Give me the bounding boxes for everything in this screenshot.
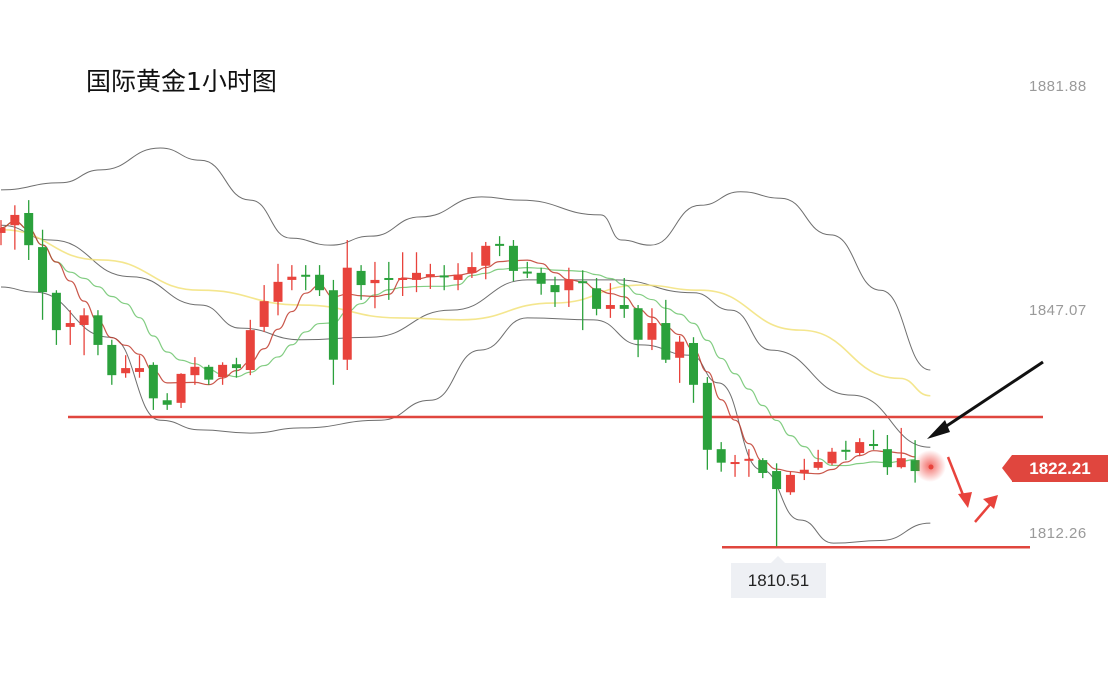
candle-body [661,323,671,360]
candle-body [522,271,532,274]
red-down-arrowhead-icon [958,492,972,508]
candle-body [550,285,560,293]
candle-body [342,267,352,360]
candle-body [10,214,20,226]
candle-body [425,274,435,277]
candle-body [79,315,89,325]
candle-body [218,364,228,378]
y-tick-label: 1881.88 [1029,78,1087,95]
candle-body [453,274,463,280]
candle-body [467,267,477,273]
candle-body [107,344,117,376]
candle-body [384,277,394,280]
candle-body [190,366,200,376]
candle-body [121,368,131,374]
candle-body [65,323,75,327]
candle-body [135,368,144,372]
candle-body [162,400,172,405]
candle-body [273,281,283,302]
candle-body [439,275,449,278]
candle-body [328,290,338,360]
current-price-tag: 1822.21 [1002,455,1108,482]
candle-body [633,308,643,340]
low-price-label: 1810.51 [731,556,826,598]
candle-body [578,281,588,284]
candle-body [148,364,158,399]
candle-body [356,270,366,286]
candle-body [398,277,408,280]
candle-body [0,227,6,233]
candle-body [287,276,297,280]
black-arrow-icon [935,360,1044,435]
candle-body [24,212,34,246]
candle-body [647,323,657,340]
bollinger-lower-line [0,286,931,544]
candle-body [702,382,712,450]
ma5-line [0,220,916,475]
candle-body [675,341,685,358]
ma-long-line [0,228,931,397]
candle-body [605,305,615,309]
candle-body [508,245,518,271]
candle-body [564,279,574,291]
candle-body [827,451,837,464]
candle-body [259,301,269,327]
candle-body [592,288,602,309]
candle-body [896,458,906,468]
candle-body [231,364,241,369]
candle-body [855,442,865,454]
candle-body [315,274,325,291]
candle-body [785,474,795,493]
candle-body [758,460,768,473]
candle-body [619,305,629,309]
candle-body [204,366,214,380]
candle-body [412,272,421,280]
candle-body [495,243,505,246]
bollinger-middle-line [0,224,931,448]
candle-body [730,462,740,465]
candle-body [869,444,879,447]
red-up-arrowhead-icon [983,495,998,509]
candle-body [301,274,311,277]
candle-body [38,247,48,293]
candle-body [93,315,103,345]
chart-title: 国际黄金1小时图 [86,67,277,96]
ma10-line [0,220,916,467]
candle-body [813,462,823,468]
black-arrowhead-icon [927,420,950,439]
candle-body [51,292,61,331]
y-tick-label: 1847.07 [1029,302,1087,319]
bollinger-upper-line [0,147,931,371]
candle-body [536,272,546,284]
candle-body [772,471,782,490]
candle-body [176,373,186,403]
candle-body [689,342,698,385]
y-tick-label: 1812.26 [1029,525,1087,542]
candle-body [799,469,809,473]
candle-body [245,330,255,371]
current-price-dot [928,464,934,470]
candle-body [370,279,380,284]
candle-body [882,449,892,468]
candle-body [716,449,726,463]
candle-body [841,449,851,452]
candle-body [481,245,491,266]
candle-body [744,458,754,461]
red-down-arrow-icon [946,456,967,501]
